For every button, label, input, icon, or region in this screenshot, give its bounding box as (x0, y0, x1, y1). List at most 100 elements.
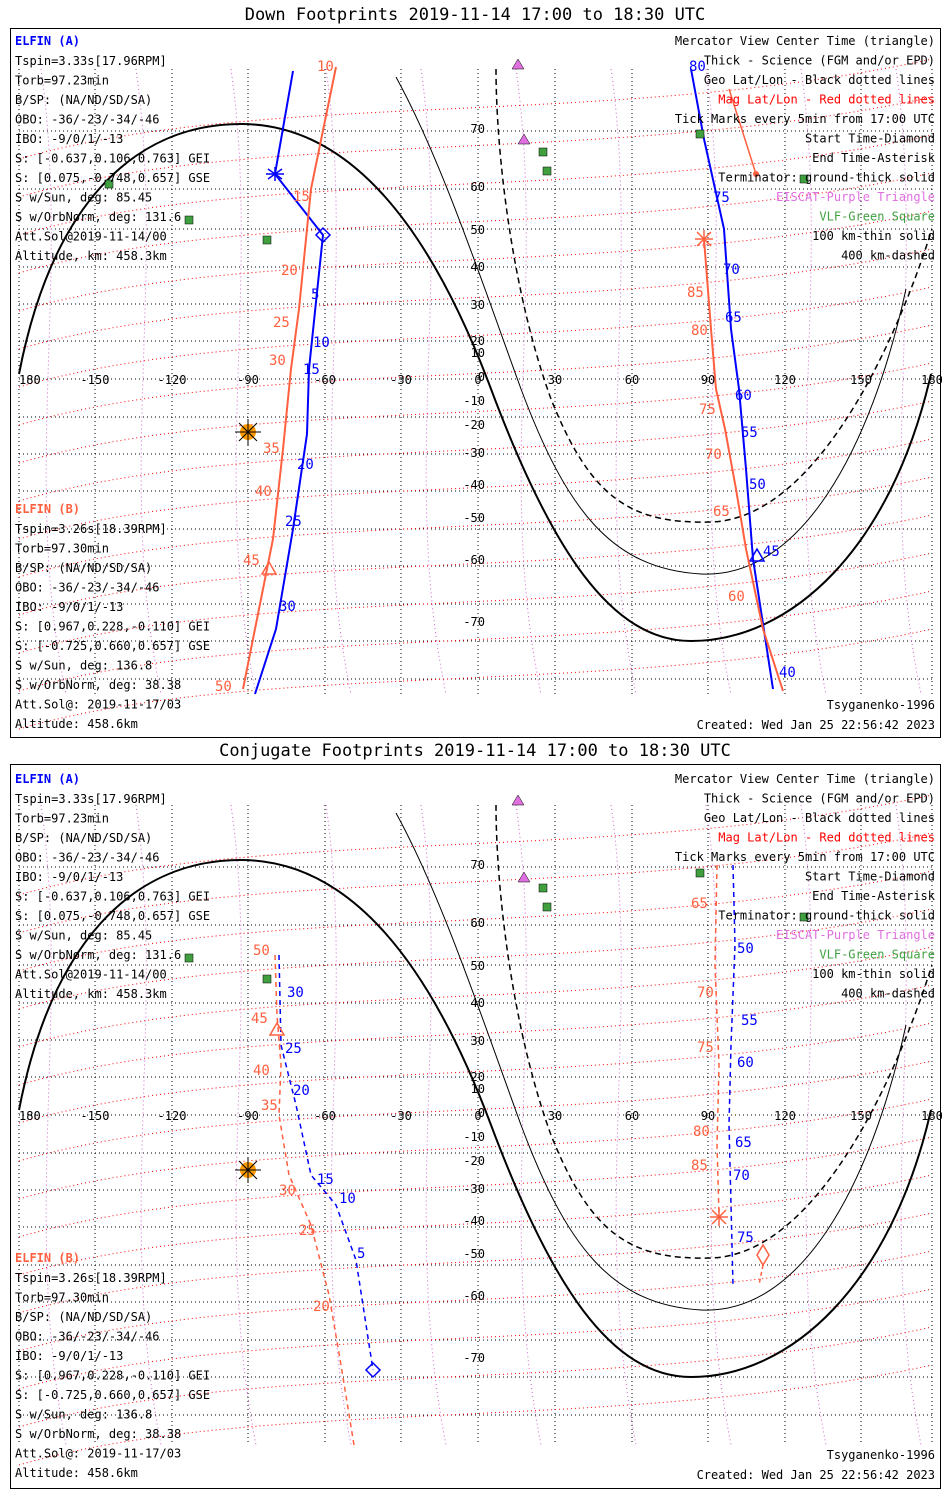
sat-b-info-line: OBO: -36/-23/-34/-46 (15, 1330, 160, 1344)
model-label: Tsyganenko-1996 (827, 1448, 935, 1462)
lat-tick-label: 60 (471, 180, 485, 194)
sat-b-info-line: Altitude: 458.6km (15, 717, 138, 731)
mag-meridian (515, 804, 542, 1446)
lat-tick-label: 0 (478, 1106, 485, 1120)
sat-b-info-line: S: [-0.725,0.660,0.657] GSE (15, 1388, 210, 1402)
lat-tick-label: 30 (471, 298, 485, 312)
mag-meridian (135, 804, 162, 1446)
elfin-a-time-label: 15 (317, 1172, 334, 1188)
sat-a-info-line: S w/Sun, deg: 85.45 (15, 929, 152, 943)
mag-parallel (18, 248, 933, 350)
elfin-a-track-right (728, 864, 736, 1286)
track-labels: 5 10 15 20 25 30 10 15 20 25 30 35 40 45 50 80 75 70 65 60 5… (215, 59, 796, 695)
lat-tick-label: -20 (463, 1154, 485, 1168)
elfin-b-time-label: 45 (251, 1011, 268, 1027)
sat-a-info-line: S w/Sun, deg: 85.45 (15, 191, 152, 205)
lat-tick-label: -70 (463, 615, 485, 629)
legend-entry: Mag Lat/Lon - Red dotted lines (718, 93, 935, 107)
elfin-a-time-label: 5 (357, 1246, 365, 1262)
lon-tick-label: -90 (237, 373, 259, 387)
legend-entry: Tick Marks every 5min from 17:00 UTC (675, 112, 935, 126)
mag-parallel (18, 552, 933, 654)
mag-parallel (18, 1212, 933, 1314)
sat-a-info-line: Torb=97.23min (15, 74, 109, 88)
legend-entry: 100 km-thin solid (812, 229, 935, 243)
mag-parallel (18, 590, 933, 692)
elfin-a-time-label: 55 (741, 425, 758, 441)
elfin-b-time-label: 75 (697, 1040, 714, 1056)
mag-parallel (18, 628, 933, 730)
elfin-b-time-label: 65 (713, 504, 730, 520)
sat-b-info-line: S: [0.967,0.228,-0.110] GEI (15, 1369, 210, 1383)
geo-grid (18, 805, 933, 1445)
elfin-a-time-label: 70 (733, 1168, 750, 1184)
mag-meridian (420, 804, 447, 1446)
sat-a-info-line: S w/OrbNorm, deg: 131.6 (15, 210, 181, 224)
elfin-b-time-label: 40 (253, 1063, 270, 1079)
sat-a-info-line: S: [-0.637,0.106,0.763] GEI (15, 890, 210, 904)
legend-entry: Start Time-Diamond (805, 870, 935, 884)
elfin-b-track-right (710, 864, 770, 1286)
terminator-100km (395, 76, 907, 575)
elfin-a-time-label: 75 (737, 1230, 754, 1246)
lon-tick-label: -150 (81, 1109, 110, 1123)
lon-tick-label: 150 (850, 1109, 872, 1123)
mag-parallel (18, 58, 933, 160)
sun-icon (235, 419, 261, 445)
elfin-a-time-label: 25 (285, 1041, 302, 1057)
created-label: Created: Wed Jan 25 22:56:42 2023 (697, 1468, 935, 1482)
lat-tick-label: -10 (463, 1130, 485, 1144)
lon-tick-label: 180 (921, 373, 942, 387)
elfin-b-time-label: 50 (215, 679, 232, 695)
mag-parallel (18, 870, 933, 972)
elfin-a-time-label: 65 (725, 310, 742, 326)
legend-entry: EISCAT-Purple Triangle (776, 190, 935, 204)
track-labels: 30 25 20 15 10 5 50 45 40 35 30 25 20 50 55 60 65 70 75 65 7… (251, 896, 758, 1315)
lon-tick-label: 120 (774, 1109, 796, 1123)
sat-a-info-line: Att.Sol@2019-11-14/00 (15, 968, 167, 982)
lon-tick-label: -60 (314, 1109, 336, 1123)
elfin-b-track-left (268, 954, 355, 1446)
mag-parallel (18, 172, 933, 274)
mag-meridian (610, 68, 637, 695)
lat-tick-label: 0 (478, 370, 485, 384)
lon-tick-label: 120 (774, 373, 796, 387)
elfin-b-time-label: 70 (705, 447, 722, 463)
lat-tick-label: -40 (463, 478, 485, 492)
mag-parallel (18, 286, 933, 388)
lat-tick-label: 10 (471, 346, 485, 360)
elfin-a-time-label: 5 (311, 287, 319, 303)
sat-a-info-line: S: [-0.637,0.106,0.763] GEI (15, 152, 210, 166)
sat-a-info-line: Tspin=3.33s[17.96RPM] (15, 792, 167, 806)
mag-parallel (18, 400, 933, 502)
sat-b-info-line: OBO: -36/-23/-34/-46 (15, 581, 160, 595)
sat-b-info-line: S w/OrbNorm, deg: 38.38 (15, 678, 181, 692)
legend-entry: VLF-Green Square (819, 948, 935, 962)
legend-entry: Thick - Science (FGM and/or EPD) (704, 54, 935, 68)
sat-a-info-line: Altitude, km: 458.3km (15, 987, 167, 1001)
terminator-100km (395, 812, 907, 1311)
elfin-b-time-label: 80 (691, 323, 708, 339)
sat-b-info-line: Altitude: 458.6km (15, 1466, 138, 1480)
mag-parallel (18, 324, 933, 426)
lat-tick-label: -50 (463, 1247, 485, 1261)
view-center-triangle-icon (260, 560, 278, 575)
sat-a-info-line: S: [0.075,-0.748,0.657] GSE (15, 171, 210, 185)
lon-tick-label: 60 (625, 373, 639, 387)
lat-tick-label: 70 (471, 858, 485, 872)
lat-tick-label: 20 (471, 334, 485, 348)
mag-meridian (230, 68, 257, 695)
mag-meridian (230, 804, 257, 1446)
mag-meridian (895, 68, 922, 695)
elfin-a-time-label: 30 (287, 985, 304, 1001)
elfin-a-time-label: 30 (279, 599, 296, 615)
eiscat-markers (511, 794, 531, 883)
sat-b-info-line: Torb=97.30min (15, 542, 109, 556)
vlf-markers (104, 129, 809, 245)
mag-meridian (40, 68, 67, 695)
elfin-a-time-label: 25 (285, 514, 302, 530)
lat-tick-label: -60 (463, 1289, 485, 1303)
legend-entry: Geo Lat/Lon - Black dotted lines (704, 73, 935, 87)
mag-meridian (420, 68, 447, 695)
mag-meridian (895, 804, 922, 1446)
